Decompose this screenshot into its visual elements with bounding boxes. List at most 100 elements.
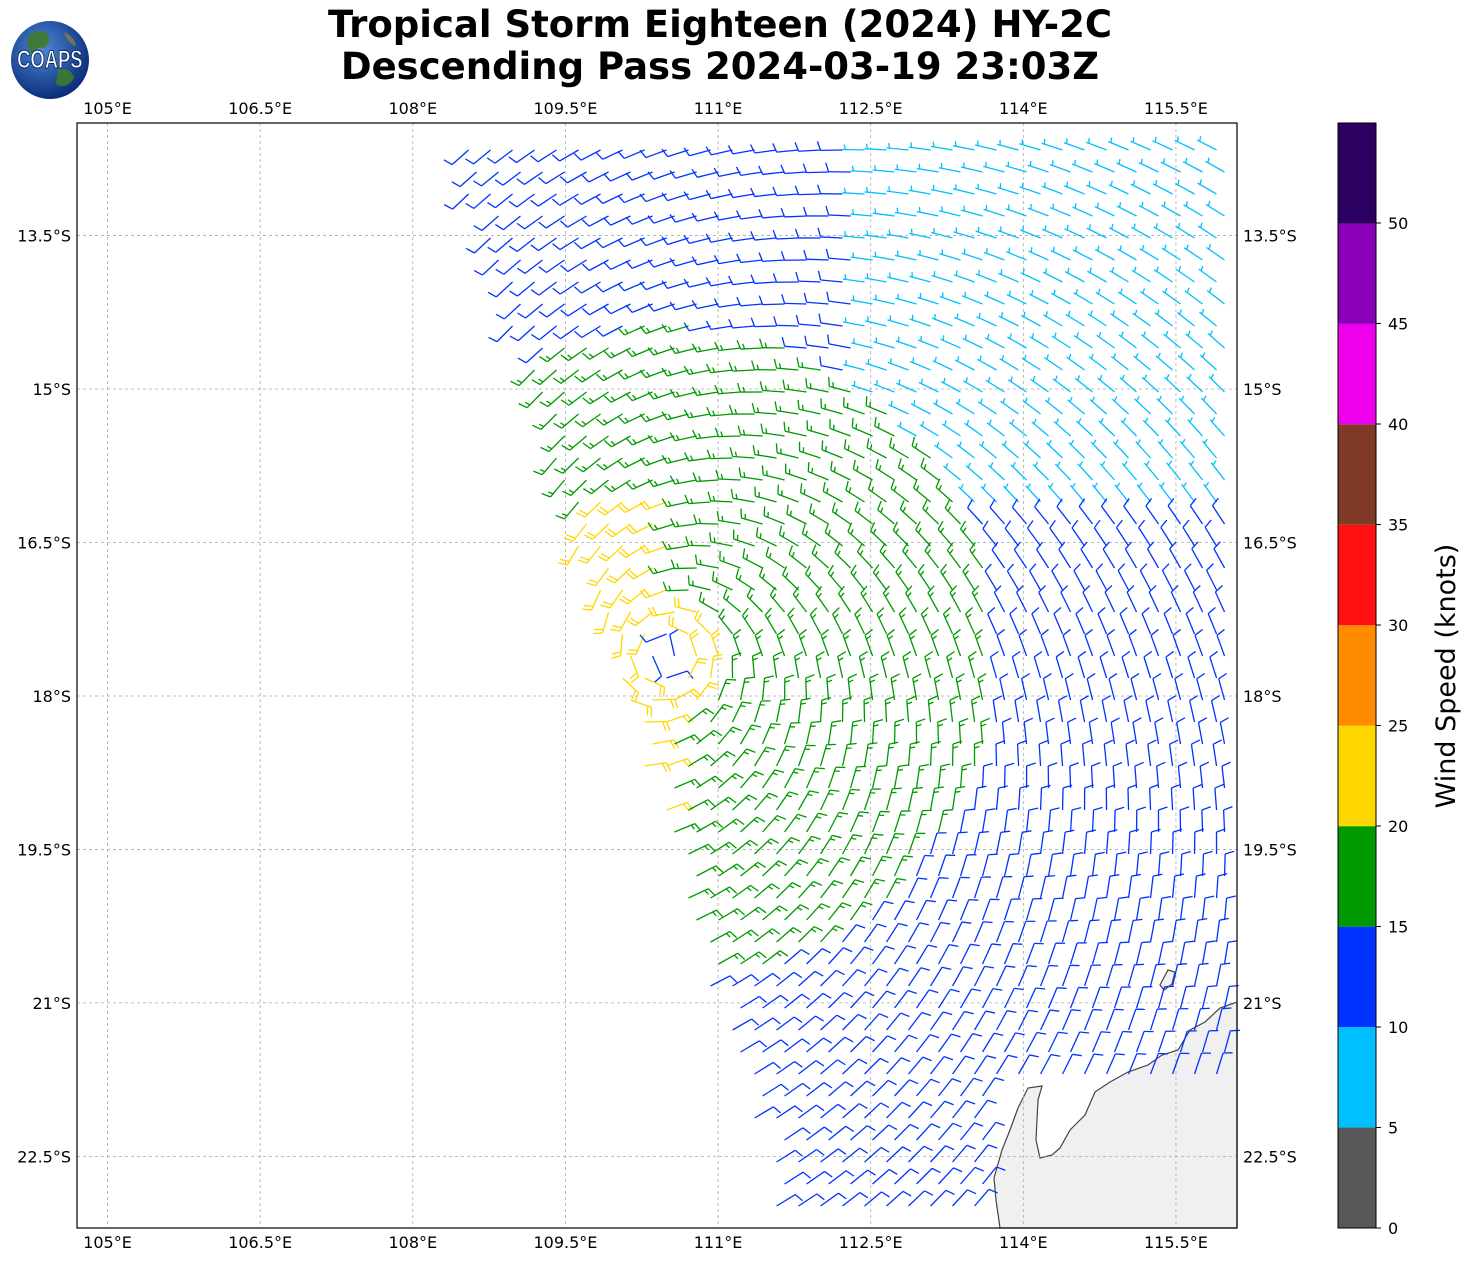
wind-barb xyxy=(1213,541,1226,569)
wind-barb xyxy=(798,925,823,943)
wind-barb xyxy=(751,651,762,679)
wind-barb xyxy=(647,259,675,268)
wind-barb xyxy=(908,967,931,987)
wind-barb xyxy=(644,720,671,731)
wind-barb xyxy=(841,834,863,855)
wind-barb xyxy=(938,1122,962,1141)
wind-barb xyxy=(683,278,711,288)
wind-barb xyxy=(1049,203,1071,217)
wind-barb xyxy=(842,969,867,987)
wind-barb xyxy=(850,209,873,217)
wind-barb xyxy=(958,717,969,745)
wind-barb xyxy=(661,148,689,158)
wind-barb xyxy=(819,834,842,855)
wind-barb xyxy=(735,210,763,220)
wind-barb xyxy=(959,808,975,833)
wind-barb xyxy=(739,724,762,745)
wind-barb xyxy=(992,695,1003,723)
wind-barb xyxy=(917,293,939,305)
wind-barb xyxy=(728,319,755,329)
wind-barb xyxy=(674,823,702,833)
wind-barb xyxy=(843,397,865,415)
wind-barb xyxy=(961,205,983,217)
wind-barb xyxy=(540,435,566,453)
wind-barb xyxy=(1093,519,1108,547)
wind-barb xyxy=(1039,1053,1061,1075)
wind-barb xyxy=(872,208,895,217)
wind-barb xyxy=(1201,1029,1219,1053)
wind-barb xyxy=(806,1170,833,1185)
wind-barb xyxy=(1127,873,1141,899)
wind-barb xyxy=(706,406,733,417)
wind-barb xyxy=(894,164,917,173)
wind-barb xyxy=(710,975,738,987)
wind-barb xyxy=(451,171,477,188)
wind-barb xyxy=(864,1146,890,1163)
wind-barb xyxy=(749,144,777,154)
wind-barb xyxy=(811,544,829,569)
wind-barb xyxy=(805,378,829,393)
wind-barb xyxy=(888,400,909,415)
wind-barb xyxy=(595,237,623,249)
wind-barb xyxy=(1094,245,1115,261)
wind-barb xyxy=(647,171,675,180)
wind-barb xyxy=(1087,310,1107,327)
wind-barb xyxy=(509,281,535,297)
wind-barb xyxy=(1008,419,1027,437)
wind-barb xyxy=(761,675,774,701)
wind-barb xyxy=(1074,375,1093,393)
wind-barb xyxy=(551,149,579,162)
wind-barb xyxy=(802,163,829,174)
wind-barb xyxy=(758,566,777,591)
wind-barb xyxy=(443,149,469,166)
wind-barb xyxy=(983,248,1005,261)
wind-barb xyxy=(733,529,755,547)
wind-barb xyxy=(1116,158,1137,173)
wind-barb xyxy=(850,991,875,1009)
wind-barb xyxy=(1082,585,1094,613)
wind-barb xyxy=(820,1014,846,1031)
wind-barb xyxy=(1189,695,1199,723)
wind-barb xyxy=(1182,157,1203,173)
wind-barb xyxy=(865,359,887,371)
wind-barb xyxy=(984,291,1005,305)
wind-barb xyxy=(1117,563,1130,591)
wind-barb xyxy=(1183,244,1203,261)
wind-barb xyxy=(1116,202,1137,217)
wind-barb xyxy=(816,141,843,151)
wind-barb xyxy=(837,651,847,679)
wind-barb xyxy=(1171,1007,1189,1031)
wind-barb xyxy=(1061,919,1079,943)
wind-barb xyxy=(1025,762,1036,789)
wind-barb xyxy=(1086,673,1096,701)
wind-barb xyxy=(1075,418,1093,437)
wind-barb xyxy=(894,1123,919,1141)
wind-barb xyxy=(1079,695,1089,723)
wind-barb xyxy=(880,651,890,679)
wind-barb xyxy=(1007,376,1027,393)
wind-barb xyxy=(907,877,928,899)
wind-barb xyxy=(820,1192,847,1207)
wind-barb xyxy=(669,257,697,267)
wind-barb xyxy=(1040,628,1050,657)
wind-barb xyxy=(718,908,746,921)
wind-barb xyxy=(913,478,931,503)
wind-barb xyxy=(509,325,535,342)
wind-barb xyxy=(930,1056,954,1075)
wind-barb xyxy=(1204,519,1218,547)
wind-barb xyxy=(691,256,719,266)
wind-barb xyxy=(1157,438,1174,459)
wind-barb xyxy=(713,298,741,308)
wind-barb xyxy=(784,1082,811,1097)
wind-barb xyxy=(1146,541,1160,569)
wind-barb xyxy=(1207,330,1225,349)
wind-barb xyxy=(510,369,536,387)
wind-barb xyxy=(1135,806,1147,833)
wind-barb xyxy=(849,765,867,789)
wind-barb xyxy=(955,398,975,415)
wind-barb xyxy=(1005,247,1027,261)
wind-barb xyxy=(552,193,579,206)
wind-barb xyxy=(916,163,939,173)
wind-barb xyxy=(732,974,760,987)
wind-barb xyxy=(995,1054,1018,1075)
